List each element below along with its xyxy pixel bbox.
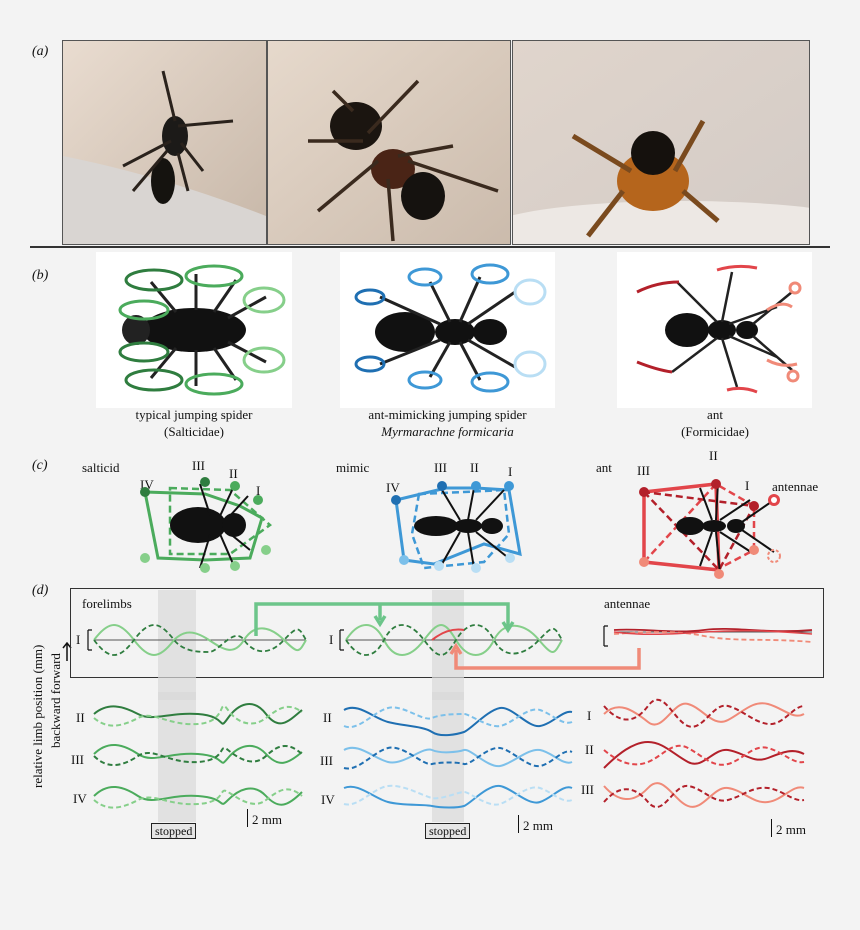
c-salticid-I: I <box>256 483 261 498</box>
ylabel-relative-limb-position: relative limb position (mm) <box>30 644 45 788</box>
photo-ant <box>512 40 810 245</box>
photo-salticid <box>62 40 267 245</box>
d-ant-I: I <box>587 708 592 723</box>
c-mimic-III: III <box>434 460 447 475</box>
panel-label-c: (c) <box>32 458 48 473</box>
caption-ant-line1: ant <box>707 407 723 422</box>
caption-mimic-line2: Myrmarachne formicaria <box>381 424 514 439</box>
section-divider <box>30 246 830 248</box>
caption-ant: ant (Formicidae) <box>640 406 790 440</box>
stopped-label-mimic: stopped <box>425 823 471 839</box>
panel-label-a: (a) <box>32 44 49 59</box>
gait-diagram-ant <box>639 479 781 579</box>
scale-bar-salticid: 2 mm <box>247 809 282 827</box>
c-ant-antennae: antennae <box>772 479 819 494</box>
d-ant-II: II <box>585 742 594 757</box>
group-label-ant: ant <box>596 460 612 475</box>
c-mimic-I: I <box>508 464 513 479</box>
group-label-mimic: mimic <box>336 460 370 475</box>
stopped-label-salticid: stopped <box>151 823 197 839</box>
track-drawing-ant <box>617 252 812 408</box>
gait-diagram-salticid <box>140 477 273 573</box>
ylabel-backward-forward: backward forward <box>48 653 63 748</box>
d-mimic-II: II <box>323 710 332 725</box>
caption-salticid-line1: typical jumping spider <box>135 407 253 422</box>
caption-ant-line2: (Formicidae) <box>681 424 749 439</box>
scale-bar-ant: 2 mm <box>771 819 806 837</box>
d-salticid-III: III <box>71 752 84 767</box>
forelimbs-label: forelimbs <box>82 596 132 611</box>
gait-diagram-mimic <box>391 481 522 573</box>
d-ant-III: III <box>581 782 594 797</box>
photo-mimic <box>267 40 511 245</box>
caption-mimic: ant-mimicking jumping spider Myrmarachne… <box>330 406 565 440</box>
forelimb-traces <box>87 590 813 700</box>
antennae-label: antennae <box>604 596 651 611</box>
hindlimb-traces <box>93 692 805 822</box>
caption-mimic-line1: ant-mimicking jumping spider <box>368 407 527 422</box>
c-salticid-III: III <box>192 458 205 473</box>
track-drawing-mimic <box>340 252 555 408</box>
scale-bar-mimic: 2 mm <box>518 815 553 833</box>
c-salticid-II: II <box>229 466 238 481</box>
c-ant-II: II <box>709 448 718 463</box>
d-salticid-II: II <box>76 710 85 725</box>
ylabel-arrow <box>62 642 72 661</box>
c-ant-III: III <box>637 463 650 478</box>
d-mimic-limb-I: I <box>329 632 334 647</box>
group-label-salticid: salticid <box>82 460 120 475</box>
d-salticid-limb-I: I <box>76 632 81 647</box>
d-mimic-III: III <box>320 753 333 768</box>
panel-label-b: (b) <box>32 268 49 283</box>
c-mimic-IV: IV <box>386 480 400 495</box>
caption-salticid: typical jumping spider (Salticidae) <box>94 406 294 440</box>
d-mimic-IV: IV <box>321 792 335 807</box>
track-drawing-salticid <box>96 252 292 408</box>
c-ant-I: I <box>745 478 750 493</box>
c-mimic-II: II <box>470 460 479 475</box>
caption-salticid-line2: (Salticidae) <box>164 424 224 439</box>
d-salticid-IV: IV <box>73 791 87 806</box>
panel-label-d: (d) <box>32 583 49 598</box>
